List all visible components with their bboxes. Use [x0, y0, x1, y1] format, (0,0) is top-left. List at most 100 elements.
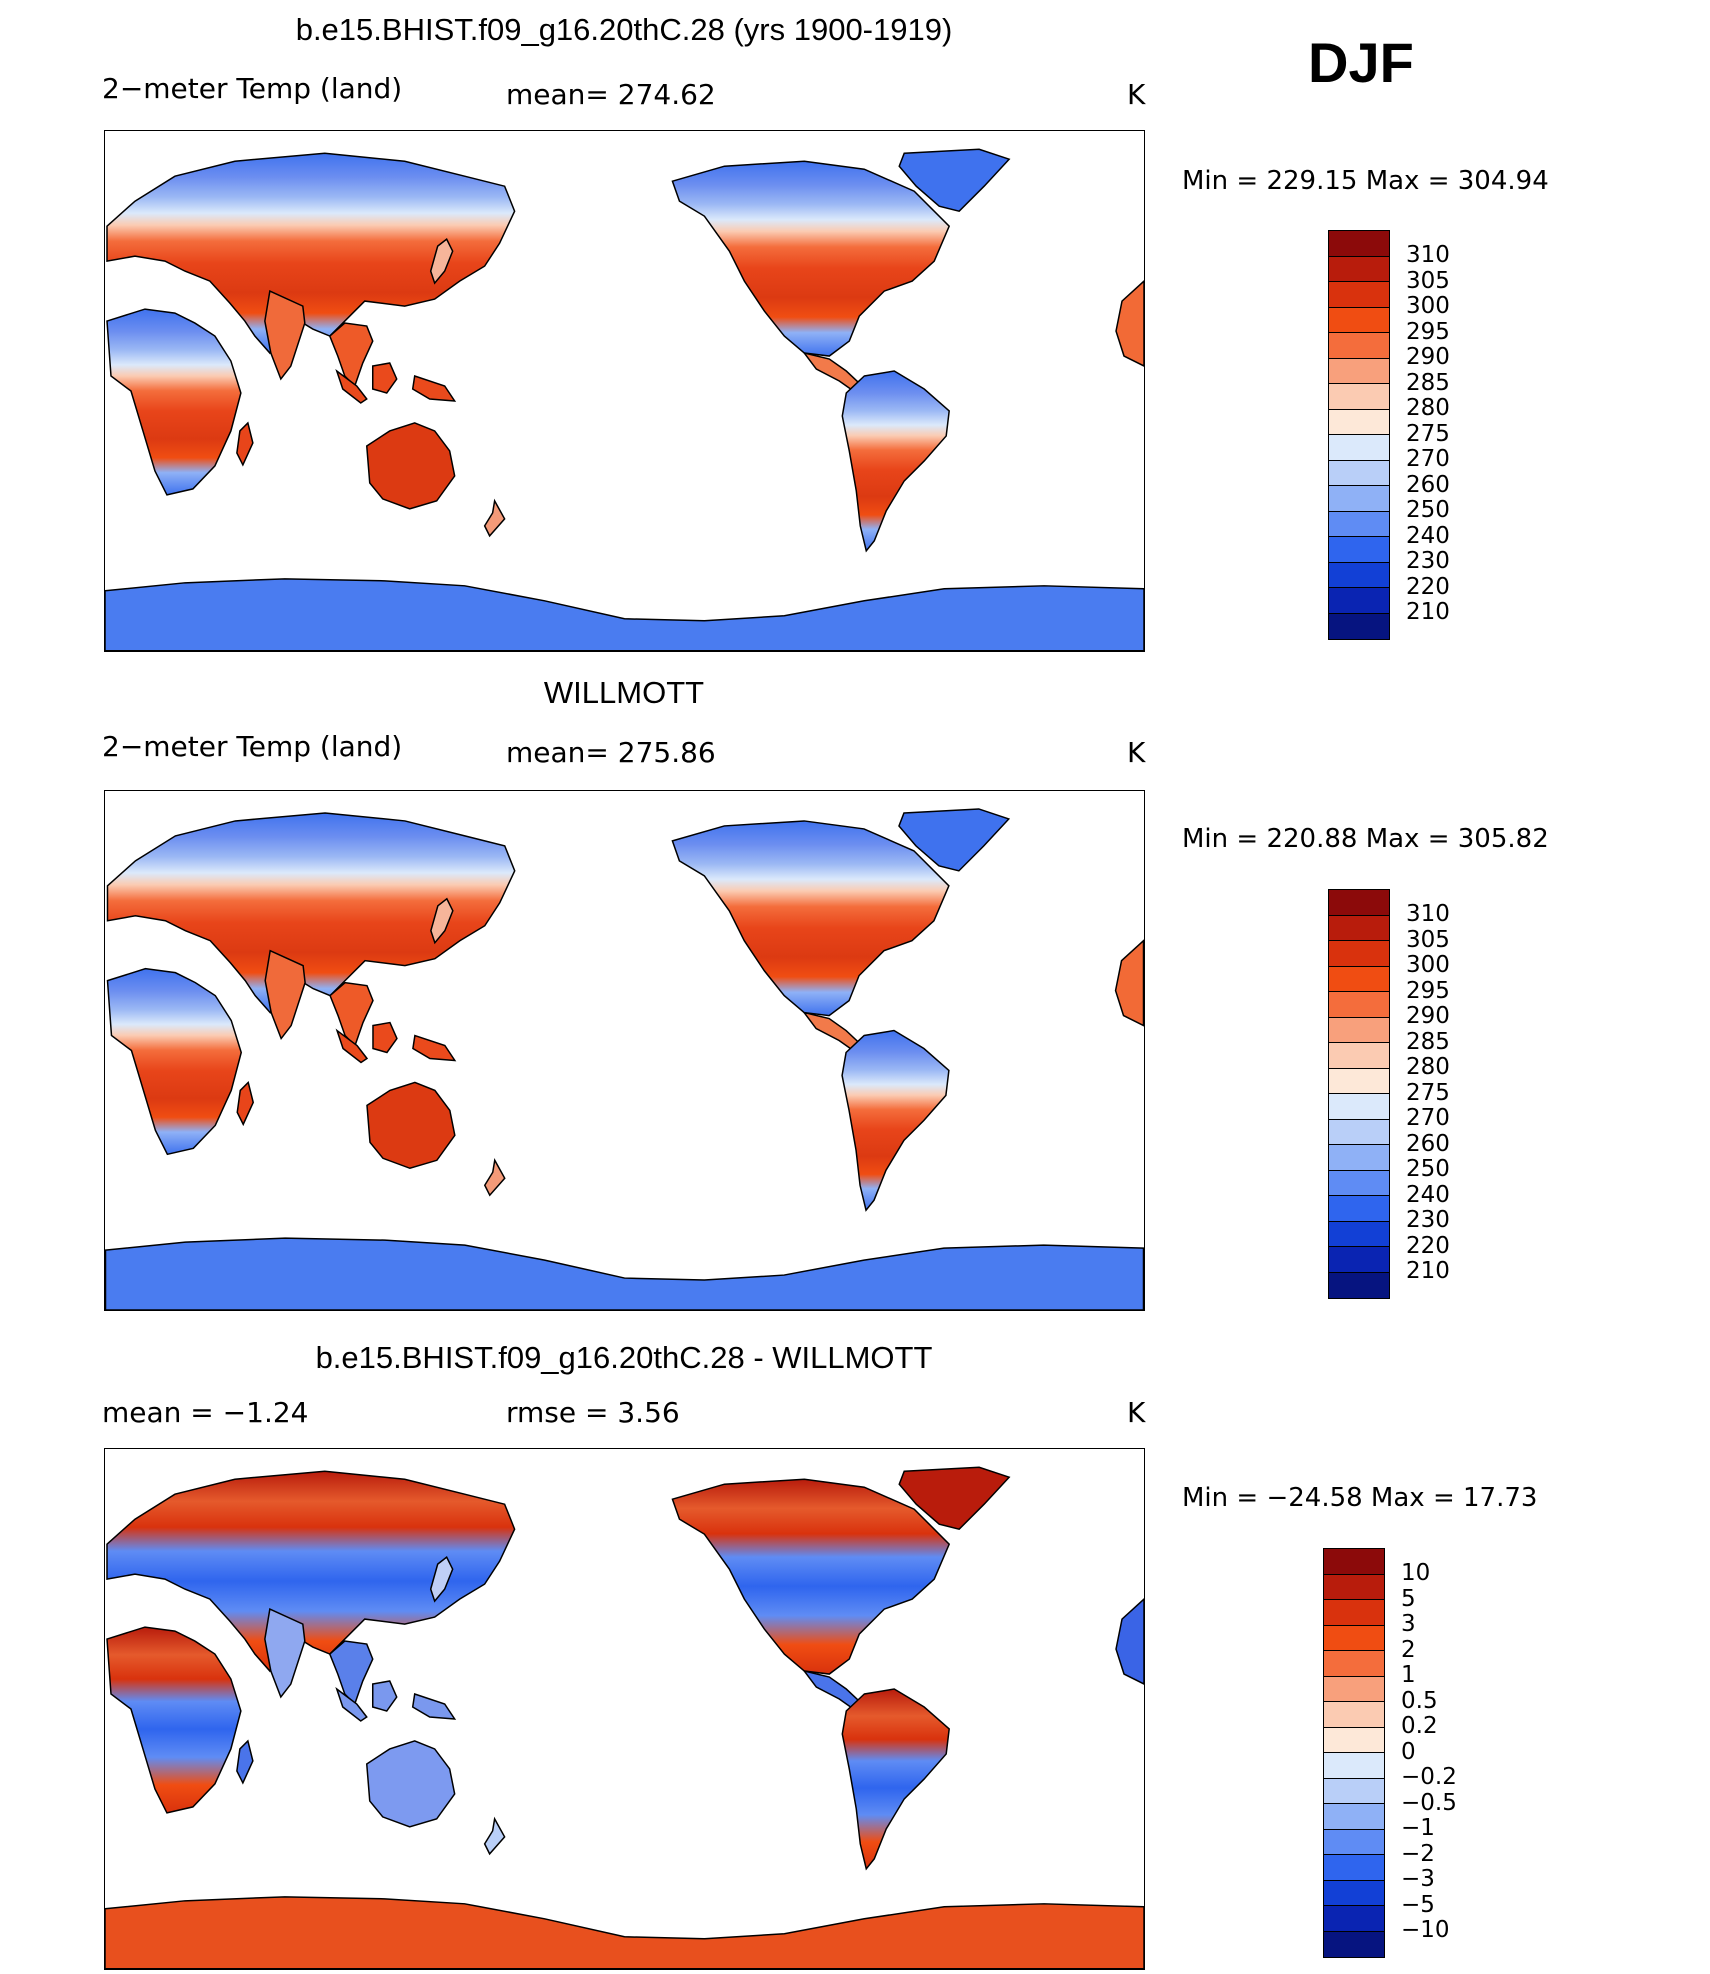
colorbar-swatch: [1324, 1880, 1384, 1906]
panel-1-minmax: Min = 229.15 Max = 304.94: [1182, 166, 1549, 196]
panel-3-map: [104, 1448, 1145, 1970]
landmass-newguinea: [411, 375, 457, 402]
colorbar-tick-label: 300: [1406, 293, 1450, 319]
landmass-se_asia: [328, 322, 374, 388]
landmass-india: [264, 949, 306, 1041]
landmass-eurasia: [106, 812, 516, 1014]
colorbar-tick-label: 220: [1406, 573, 1450, 600]
colorbar-swatch: [1329, 1119, 1389, 1145]
colorbar-swatch: [1329, 231, 1389, 257]
colorbar-tick-label: −2: [1401, 1840, 1435, 1867]
panel-1-units-label: K: [1127, 78, 1146, 111]
colorbar-tick-label: 10: [1401, 1560, 1431, 1586]
landmass-madagascar: [236, 1739, 254, 1785]
colorbar-swatch: [1329, 486, 1389, 512]
landmass-sumatra: [335, 368, 368, 404]
landmass-northamerica: [671, 1478, 951, 1675]
colorbar-tick-label: 305: [1406, 926, 1450, 953]
landmass-newzealand: [483, 1816, 506, 1856]
colorbar-swatch: [1329, 384, 1389, 410]
colorbar-swatch: [1329, 1221, 1389, 1247]
colorbar-swatch: [1324, 1625, 1384, 1651]
panel-3-rmse-label: rmse = 3.56: [506, 1396, 680, 1429]
colorbar-tick-label: 0.2: [1401, 1713, 1438, 1739]
landmass-india: [264, 1608, 306, 1699]
colorbar-tick-label: 250: [1406, 1156, 1450, 1182]
colorbar-swatch: [1329, 1196, 1389, 1222]
landmass-rightedge: [1115, 1598, 1144, 1685]
landmass-japan: [429, 1555, 454, 1603]
landmass-africa: [106, 967, 243, 1156]
colorbar-tick-label: 310: [1406, 901, 1450, 927]
landmass-greenland: [898, 808, 1011, 872]
landmass-australia: [365, 422, 456, 510]
colorbar-tick-label: 2: [1401, 1636, 1416, 1663]
colorbar-swatch: [1329, 409, 1389, 435]
landmass-newzealand: [483, 1158, 506, 1197]
colorbar-tick-label: 295: [1406, 977, 1450, 1004]
colorbar-swatch: [1329, 1247, 1389, 1273]
colorbar-tick-label: 1: [1401, 1662, 1416, 1688]
landmass-antarctica: [105, 578, 1144, 651]
landmass-rightedge: [1114, 939, 1144, 1027]
colorbar-swatch: [1329, 358, 1389, 384]
colorbar-tick-label: 240: [1406, 522, 1450, 549]
colorbar-swatch: [1329, 966, 1389, 992]
colorbar-swatch: [1329, 1094, 1389, 1120]
colorbar-tick-label: 3: [1401, 1611, 1416, 1637]
colorbar-tick-label: 285: [1406, 1028, 1450, 1055]
panel-1-map: [104, 130, 1145, 652]
panel-3-minmax: Min = −24.58 Max = 17.73: [1182, 1483, 1538, 1513]
colorbar-swatch: [1329, 511, 1389, 537]
colorbar-swatch: [1324, 1676, 1384, 1702]
colorbar-swatch: [1329, 435, 1389, 461]
landmass-northamerica: [671, 820, 950, 1017]
colorbar-tick-label: 270: [1406, 1105, 1450, 1131]
colorbar-swatch: [1324, 1702, 1384, 1728]
colorbar-tick-label: 210: [1406, 1258, 1450, 1284]
colorbar-tick-label: 290: [1406, 344, 1450, 370]
panel-2-variable-label: 2−meter Temp (land): [102, 730, 403, 763]
colorbar-swatch: [1324, 1549, 1384, 1575]
colorbar-swatch: [1324, 1727, 1384, 1753]
panel-1-colorbar: [1328, 230, 1390, 640]
colorbar-swatch: [1324, 1651, 1384, 1677]
panel-2-mean-label: mean= 275.86: [506, 736, 716, 769]
landmass-se_asia: [329, 981, 374, 1047]
landmass-southamerica: [841, 1688, 950, 1871]
landmass-greenland: [898, 1466, 1011, 1531]
colorbar-tick-label: 0.5: [1401, 1687, 1438, 1714]
colorbar-tick-label: −5: [1401, 1891, 1435, 1918]
landmass-sumatra: [335, 1028, 369, 1064]
colorbar-swatch: [1324, 1906, 1384, 1932]
landmass-borneo: [372, 1021, 398, 1054]
colorbar-tick-label: −0.5: [1401, 1789, 1457, 1816]
colorbar-swatch: [1329, 588, 1389, 614]
colorbar-tick-label: 240: [1406, 1181, 1450, 1208]
colorbar-swatch: [1329, 992, 1389, 1018]
colorbar-tick-label: 270: [1406, 446, 1450, 472]
panel-3-title: b.e15.BHIST.f09_g16.20thC.28 - WILLMOTT: [315, 1340, 933, 1375]
panel-3-mean-label: mean = −1.24: [102, 1396, 309, 1429]
colorbar-swatch: [1324, 1778, 1384, 1804]
colorbar-swatch: [1329, 256, 1389, 282]
landmass-se_asia: [328, 1640, 374, 1706]
colorbar-swatch: [1329, 282, 1389, 308]
colorbar-swatch: [1329, 1272, 1389, 1298]
landmass-japan: [430, 897, 454, 945]
colorbar-swatch: [1324, 1600, 1384, 1626]
colorbar-tick-label: 230: [1406, 548, 1450, 574]
landmass-eurasia: [106, 1470, 516, 1673]
colorbar-tick-label: −0.2: [1401, 1764, 1457, 1790]
colorbar-tick-label: 295: [1406, 318, 1450, 345]
landmass-borneo: [371, 1680, 398, 1712]
colorbar-swatch: [1329, 562, 1389, 588]
panel-2-title: WILLMOTT: [543, 675, 705, 710]
landmass-antarctica: [105, 1896, 1144, 1969]
landmass-madagascar: [236, 421, 254, 467]
colorbar-swatch: [1324, 1855, 1384, 1881]
panel-2-minmax: Min = 220.88 Max = 305.82: [1182, 824, 1549, 854]
colorbar-tick-label: 310: [1406, 242, 1450, 268]
colorbar-tick-label: 305: [1406, 267, 1450, 294]
colorbar-tick-label: 260: [1406, 471, 1450, 498]
